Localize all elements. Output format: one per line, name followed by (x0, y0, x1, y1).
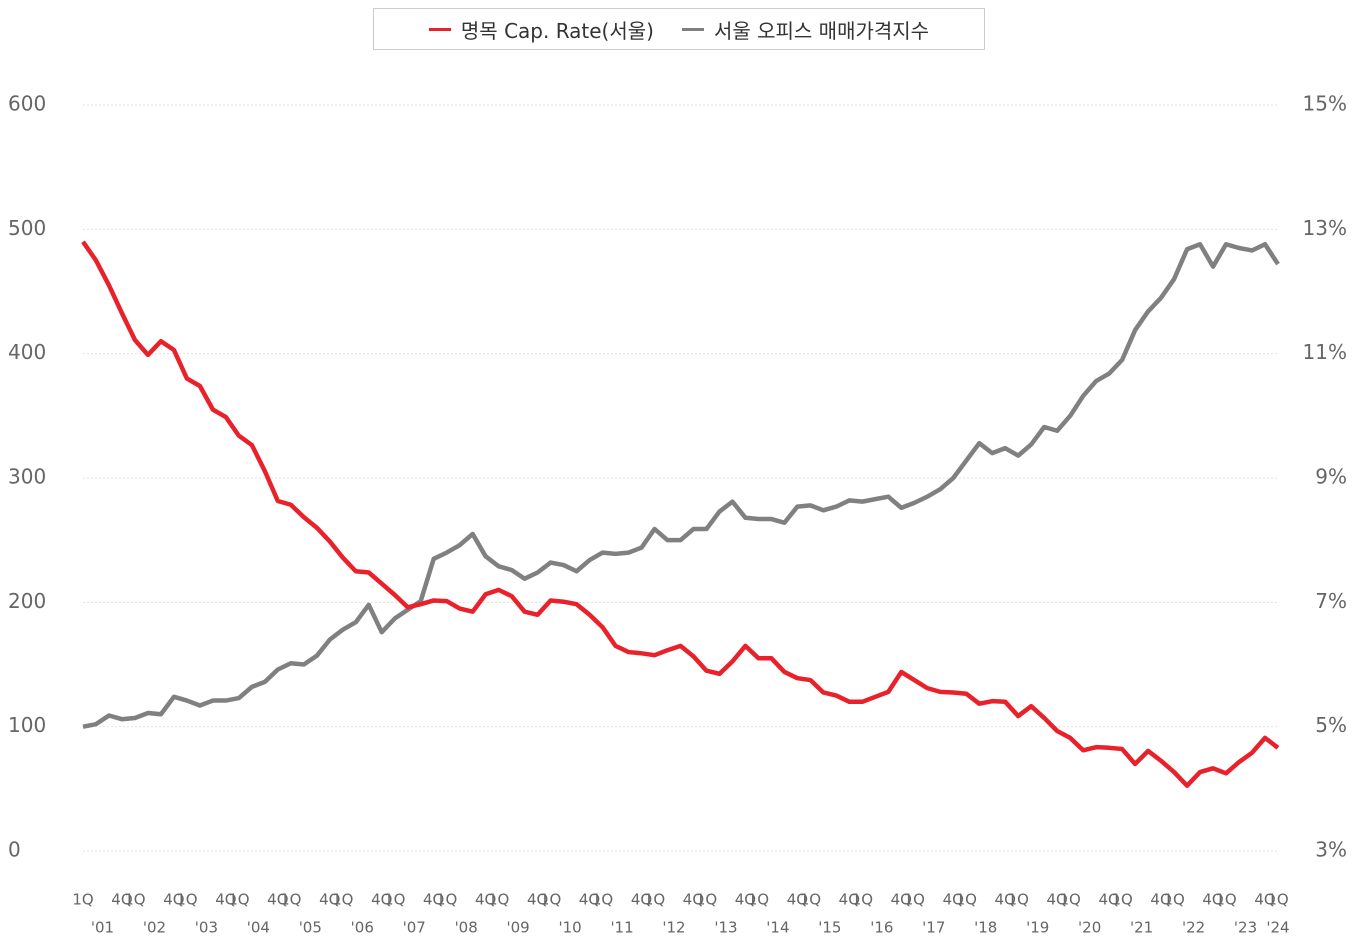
x-tick-label: 4Q (111, 891, 132, 909)
legend: 명목 Cap. Rate(서울) 서울 오피스 매매가격지수 (373, 8, 985, 50)
x-tick-label: 1Q (800, 891, 821, 909)
x-tick-label: 1Q (384, 891, 405, 909)
x-tick-label: 1Q (280, 891, 301, 909)
y-tick-label: 600 (8, 92, 46, 116)
x-tick-label: 1Q (176, 891, 197, 909)
x-group-label: '07 (403, 919, 426, 936)
x-tick-label: 1Q (852, 891, 873, 909)
x-tick-label: 1Q (1111, 891, 1132, 909)
x-tick-label: 4Q (1098, 891, 1119, 909)
y2-tick-label: 15% (1303, 92, 1347, 116)
x-tick-label: 1Q (332, 891, 353, 909)
x-tick-label: 4Q (579, 891, 600, 909)
x-group-label: '02 (143, 919, 166, 936)
x-group-label: '20 (1078, 919, 1101, 936)
x-group-label: '22 (1182, 919, 1205, 936)
x-tick-label: 4Q (1047, 891, 1068, 909)
series-line (82, 242, 1280, 729)
x-tick-label: 4Q (163, 891, 184, 909)
x-tick-label: 1Q (592, 891, 613, 909)
x-group-label: '08 (455, 919, 478, 936)
x-group-label: '16 (870, 919, 893, 936)
y-tick-label: 500 (8, 216, 46, 240)
x-tick-label: 4Q (215, 891, 236, 909)
y-tick-label: 200 (8, 589, 46, 613)
x-tick-label: 1Q (748, 891, 769, 909)
x-tick-label: 4Q (423, 891, 444, 909)
x-group-label: '21 (1130, 919, 1153, 936)
x-group-label: '24 (1266, 919, 1289, 936)
x-group-label: '11 (610, 919, 633, 936)
x-tick-label: 1Q (72, 891, 93, 909)
series-line (81, 240, 1280, 788)
x-tick-label: 4Q (527, 891, 548, 909)
legend-item: 서울 오피스 매매가격지수 (681, 15, 930, 44)
x-group-label: '06 (351, 919, 374, 936)
x-group-label: '23 (1234, 919, 1257, 936)
x-tick-label: 4Q (683, 891, 704, 909)
x-group-label: '19 (1026, 919, 1049, 936)
x-group-label: '04 (247, 919, 270, 936)
x-tick-label: 4Q (475, 891, 496, 909)
x-tick-label: 4Q (943, 891, 964, 909)
x-tick-label: 4Q (891, 891, 912, 909)
y-tick-label: 400 (8, 340, 46, 364)
x-group-label: '14 (766, 919, 789, 936)
x-tick-label: 1Q (1008, 891, 1029, 909)
x-group-label: '05 (299, 919, 322, 936)
y2-tick-label: 3% (1315, 838, 1347, 862)
x-group-label: '18 (974, 919, 997, 936)
x-tick-label: 1Q (540, 891, 561, 909)
y-tick-label: 300 (8, 465, 46, 489)
y2-tick-label: 5% (1315, 713, 1347, 737)
y2-tick-label: 11% (1303, 340, 1347, 364)
x-group-label: '03 (195, 919, 218, 936)
x-tick-label: 1Q (696, 891, 717, 909)
legend-item: 명목 Cap. Rate(서울) (428, 15, 654, 44)
x-tick-label: 1Q (1163, 891, 1184, 909)
x-tick-label: 1Q (1059, 891, 1080, 909)
x-tick-label: 1Q (1215, 891, 1236, 909)
x-tick-label: 4Q (371, 891, 392, 909)
x-tick-label: 1Q (904, 891, 925, 909)
legend-label: 서울 오피스 매매가격지수 (713, 18, 930, 43)
x-tick-label: 4Q (1150, 891, 1171, 909)
x-tick-label: 1Q (1267, 891, 1288, 909)
x-tick-label: 1Q (436, 891, 457, 909)
x-tick-label: 4Q (839, 891, 860, 909)
x-tick-label: 4Q (1202, 891, 1223, 909)
x-group-label: '10 (558, 919, 581, 936)
x-group-label: '17 (922, 919, 945, 936)
x-tick-label: 1Q (488, 891, 509, 909)
y2-tick-label: 9% (1315, 465, 1347, 489)
y2-tick-label: 13% (1303, 216, 1347, 240)
x-tick-label: 1Q (228, 891, 249, 909)
x-group-label: '01 (91, 919, 114, 936)
x-group-label: '15 (818, 919, 841, 936)
x-tick-label: 4Q (1254, 891, 1275, 909)
x-tick-label: 1Q (124, 891, 145, 909)
x-tick-label: 1Q (644, 891, 665, 909)
x-tick-label: 4Q (267, 891, 288, 909)
x-tick-label: 4Q (735, 891, 756, 909)
x-tick-label: 4Q (631, 891, 652, 909)
x-tick-label: 1Q (956, 891, 977, 909)
x-group-label: '13 (714, 919, 737, 936)
y-tick-label: 100 (8, 713, 46, 737)
x-group-label: '09 (507, 919, 530, 936)
legend-swatch (681, 27, 704, 31)
y-tick-label: 0 (8, 838, 21, 862)
legend-label: 명목 Cap. Rate(서울) (460, 18, 654, 43)
y2-tick-label: 7% (1315, 589, 1347, 613)
x-tick-label: 4Q (995, 891, 1016, 909)
legend-swatch (428, 27, 451, 31)
x-group-label: '12 (662, 919, 685, 936)
x-tick-label: 4Q (787, 891, 808, 909)
x-tick-label: 4Q (319, 891, 340, 909)
